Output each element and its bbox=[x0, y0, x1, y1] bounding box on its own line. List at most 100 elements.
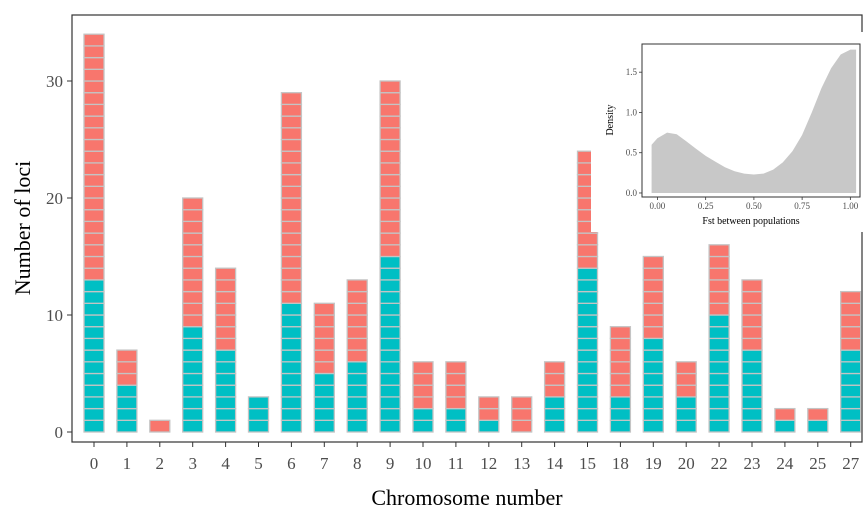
bar-segment bbox=[412, 419, 434, 433]
bar-segment bbox=[840, 396, 862, 410]
x-tick-label: 10 bbox=[415, 454, 432, 473]
bar-stack-8 bbox=[346, 279, 368, 433]
bar-segment bbox=[182, 384, 204, 398]
bar-segment bbox=[543, 407, 566, 421]
bar-segment bbox=[83, 33, 105, 47]
bar-stack-11 bbox=[445, 361, 467, 433]
bar-segment bbox=[83, 349, 105, 363]
bar-segment bbox=[182, 279, 204, 293]
bar-segment bbox=[741, 302, 763, 316]
inset-y-tick-label: 0.0 bbox=[626, 188, 638, 198]
bar-segment bbox=[313, 302, 335, 316]
bar-segment bbox=[83, 162, 105, 176]
bar-segment bbox=[182, 290, 204, 304]
bar-segment bbox=[280, 232, 303, 246]
bar-segment bbox=[675, 384, 697, 398]
bar-segment bbox=[840, 302, 862, 316]
bar-segment bbox=[346, 326, 368, 340]
bar-segment bbox=[280, 173, 303, 187]
bar-segment bbox=[83, 244, 105, 258]
bar-segment bbox=[543, 361, 566, 375]
bar-segment bbox=[576, 349, 599, 363]
bar-segment bbox=[609, 337, 632, 351]
bar-segment bbox=[774, 407, 796, 421]
bar-segment bbox=[379, 267, 401, 281]
bar-segment bbox=[576, 244, 599, 258]
bar-segment bbox=[182, 255, 204, 269]
y-tick-label: 10 bbox=[46, 306, 63, 325]
bar-stack-0 bbox=[83, 33, 105, 433]
bar-stack-4 bbox=[214, 267, 237, 433]
bar-segment bbox=[445, 407, 467, 421]
bar-segment bbox=[346, 279, 368, 293]
x-tick-label: 23 bbox=[744, 454, 761, 473]
x-tick-label: 27 bbox=[842, 454, 860, 473]
bar-segment bbox=[214, 372, 237, 386]
x-tick-label: 15 bbox=[579, 454, 596, 473]
bar-segment bbox=[412, 361, 434, 375]
inset-x-tick-label: 0.50 bbox=[746, 201, 762, 211]
bar-segment bbox=[182, 407, 204, 421]
bar-segment bbox=[708, 290, 730, 304]
bar-segment bbox=[83, 396, 105, 410]
bar-segment bbox=[83, 197, 105, 211]
bar-segment bbox=[346, 419, 368, 433]
bar-segment bbox=[807, 419, 829, 433]
bar-segment bbox=[280, 138, 303, 152]
bar-segment bbox=[576, 314, 599, 328]
bar-stack-25 bbox=[807, 407, 829, 433]
bar-segment bbox=[412, 372, 434, 386]
bar-segment bbox=[280, 419, 303, 433]
bar-segment bbox=[116, 396, 138, 410]
bar-segment bbox=[280, 349, 303, 363]
bar-segment bbox=[379, 255, 401, 269]
x-tick-label: 8 bbox=[353, 454, 362, 473]
bar-segment bbox=[83, 68, 105, 82]
bar-segment bbox=[313, 337, 335, 351]
bar-segment bbox=[214, 326, 237, 340]
bar-segment bbox=[83, 185, 105, 199]
bar-segment bbox=[675, 407, 697, 421]
bar-segment bbox=[182, 361, 204, 375]
bar-segment bbox=[840, 337, 862, 351]
bar-segment bbox=[346, 302, 368, 316]
bar-segment bbox=[280, 103, 303, 117]
bar-segment bbox=[576, 255, 599, 269]
bar-segment bbox=[116, 372, 138, 386]
bar-segment bbox=[478, 396, 500, 410]
bar-stack-15 bbox=[576, 150, 599, 433]
bar-segment bbox=[708, 396, 730, 410]
bar-segment bbox=[280, 372, 303, 386]
bar-segment bbox=[346, 349, 368, 363]
bar-segment bbox=[83, 150, 105, 164]
bar-segment bbox=[576, 232, 599, 246]
bars-layer bbox=[83, 33, 862, 433]
inset-y-tick-label: 1.0 bbox=[626, 107, 638, 117]
bar-segment bbox=[642, 372, 664, 386]
bar-segment bbox=[214, 290, 237, 304]
bar-segment bbox=[116, 349, 138, 363]
bar-segment bbox=[379, 290, 401, 304]
bar-segment bbox=[576, 326, 599, 340]
bar-segment bbox=[576, 419, 599, 433]
x-axis-ticks: 0 1 2 3 4 5 6 7 8 9 10 11 12 13 14 15 18 19 20 22 23 24 25 27 bbox=[90, 442, 860, 473]
bar-segment bbox=[313, 407, 335, 421]
bar-segment bbox=[741, 279, 763, 293]
x-tick-label: 18 bbox=[612, 454, 629, 473]
bar-segment bbox=[346, 361, 368, 375]
bar-segment bbox=[182, 267, 204, 281]
bar-segment bbox=[280, 92, 303, 106]
bar-segment bbox=[83, 115, 105, 129]
bar-segment bbox=[543, 419, 566, 433]
bar-segment bbox=[379, 396, 401, 410]
bar-segment bbox=[83, 361, 105, 375]
bar-segment bbox=[214, 349, 237, 363]
bar-segment bbox=[280, 384, 303, 398]
inset-y-axis-ticks: 0.0 0.5 1.0 1.5 bbox=[626, 67, 642, 198]
bar-segment bbox=[83, 220, 105, 234]
bar-segment bbox=[379, 173, 401, 187]
bar-segment bbox=[576, 279, 599, 293]
bar-segment bbox=[247, 407, 270, 421]
bar-segment bbox=[214, 279, 237, 293]
bar-segment bbox=[642, 337, 664, 351]
